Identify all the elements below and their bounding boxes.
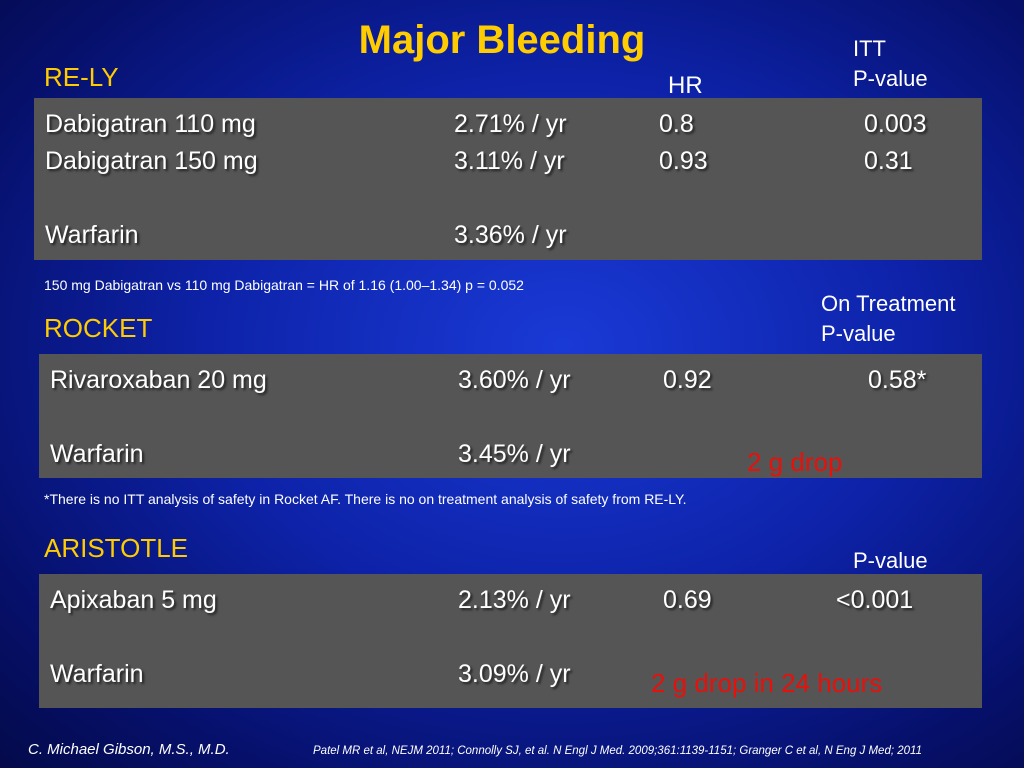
rely-p-header-line1: ITT: [853, 36, 886, 61]
rely-row1-p: 0.003: [864, 110, 927, 138]
rely-row2-p: 0.31: [864, 147, 913, 175]
rocket-row2-drug: Warfarin: [50, 440, 144, 468]
aristotle-row1-hr: 0.69: [663, 586, 712, 614]
rocket-row2-rate: 3.45% / yr: [458, 440, 571, 468]
aristotle-results-panel: Apixaban 5 mg 2.13% / yr 0.69 <0.001 War…: [39, 574, 982, 708]
rocket-results-panel: Rivaroxaban 20 mg 3.60% / yr 0.92 0.58* …: [39, 354, 982, 478]
rocket-footnote: *There is no ITT analysis of safety in R…: [44, 491, 687, 507]
rely-row3-drug: Warfarin: [45, 221, 139, 249]
rely-p-header-line2: P-value: [853, 66, 928, 91]
aristotle-row1-rate: 2.13% / yr: [458, 586, 571, 614]
rocket-p-header-line1: On Treatment: [821, 291, 956, 316]
rely-row3-rate: 3.36% / yr: [454, 221, 567, 249]
rocket-row1-rate: 3.60% / yr: [458, 366, 571, 394]
rely-footnote: 150 mg Dabigatran vs 110 mg Dabigatran =…: [44, 277, 524, 293]
aristotle-callout: 2 g drop in 24 hours: [651, 668, 883, 698]
rocket-callout: 2 g drop: [747, 447, 843, 477]
section-label-aristotle: ARISTOTLE: [44, 533, 189, 563]
aristotle-row1-drug: Apixaban 5 mg: [50, 586, 217, 614]
rocket-row1-p: 0.58*: [868, 366, 927, 394]
rocket-p-header-line2: P-value: [821, 321, 896, 346]
aristotle-row1-p: <0.001: [836, 586, 914, 614]
rely-row2-hr: 0.93: [659, 147, 708, 175]
aristotle-row2-rate: 3.09% / yr: [458, 660, 571, 688]
rely-row2-rate: 3.11% / yr: [454, 147, 565, 175]
aristotle-row2-drug: Warfarin: [50, 660, 144, 688]
rely-results-panel: Dabigatran 110 mg 2.71% / yr 0.8 0.003 D…: [34, 98, 982, 260]
rocket-row1-drug: Rivaroxaban 20 mg: [50, 366, 267, 394]
section-label-rocket: ROCKET: [44, 313, 153, 343]
rely-row1-drug: Dabigatran 110 mg: [45, 110, 256, 138]
slide-title: Major Bleeding: [358, 18, 646, 62]
rely-row1-hr: 0.8: [659, 110, 694, 138]
rely-row2-drug: Dabigatran 150 mg: [45, 147, 258, 175]
rocket-row1-hr: 0.92: [663, 366, 712, 394]
aristotle-p-header: P-value: [853, 548, 928, 573]
author-credit: C. Michael Gibson, M.S., M.D.: [28, 741, 230, 758]
rely-row1-rate: 2.71% / yr: [454, 110, 567, 138]
section-label-rely: RE-LY: [44, 62, 119, 92]
references: Patel MR et al, NEJM 2011; Connolly SJ, …: [313, 745, 922, 757]
hr-header: HR: [668, 72, 703, 99]
